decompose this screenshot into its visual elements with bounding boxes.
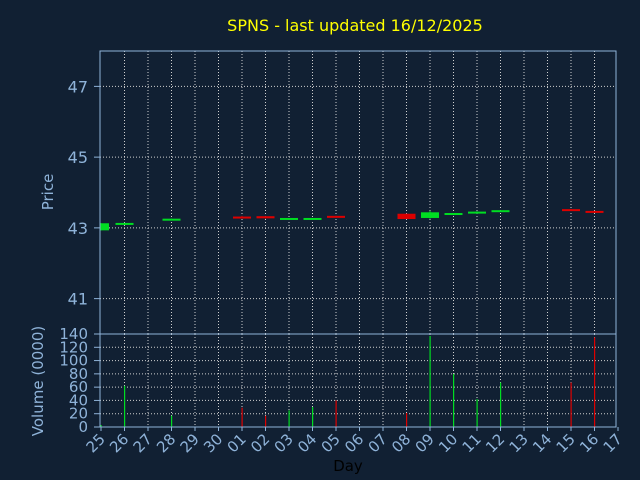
candle-body <box>280 217 298 220</box>
chart-title: SPNS - last updated 16/12/2025 <box>227 16 483 35</box>
volume-bar <box>453 373 455 427</box>
volume-bar <box>288 410 290 427</box>
x-tick-label: 06 <box>341 430 367 456</box>
volume-bar <box>100 425 102 427</box>
volume-bar <box>476 399 478 427</box>
volume-bar <box>594 337 596 427</box>
x-tick-label: 29 <box>177 430 203 456</box>
x-tick-label: 10 <box>435 430 461 456</box>
x-tick-label: 02 <box>247 430 273 456</box>
price-tick-label: 47 <box>68 77 88 96</box>
price-panel: 41 43 45 47 <box>68 50 617 335</box>
x-tick-label: 01 <box>224 430 250 456</box>
x-tick-label: 14 <box>529 430 555 456</box>
candle-body <box>491 210 510 213</box>
x-tick-label: 16 <box>576 430 602 456</box>
volume-bar <box>500 382 502 427</box>
volume-tick-label: 40 <box>69 391 88 409</box>
volume-bar <box>406 413 408 427</box>
volume-bar <box>312 407 314 427</box>
volume-tick-label: 20 <box>69 405 88 423</box>
candle-body <box>585 210 604 213</box>
volume-bar <box>265 415 267 427</box>
volume-axis-label: Volume (0000) <box>29 326 47 436</box>
x-axis: 2526272829300102030405060708091011121314… <box>83 427 626 456</box>
volume-tick-label: 100 <box>59 352 88 370</box>
volume-tick-label: 60 <box>69 378 88 396</box>
volume-plot-frame <box>99 333 617 428</box>
volume-bar <box>124 385 126 427</box>
candle-body <box>303 217 322 220</box>
candle-body <box>397 213 416 220</box>
price-tick-label: 43 <box>68 219 88 238</box>
candle-body <box>327 215 345 218</box>
x-tick-label: 09 <box>412 430 438 456</box>
volume-bar <box>570 382 572 427</box>
x-tick-label: 11 <box>459 430 485 456</box>
x-tick-label: 03 <box>271 430 297 456</box>
candle-body <box>115 222 134 225</box>
price-plot-frame <box>99 50 617 335</box>
candle-body <box>100 223 109 231</box>
x-tick-label: 15 <box>553 430 579 456</box>
x-tick-label: 28 <box>153 430 179 456</box>
candle-body <box>444 213 463 216</box>
volume-tick-label: 0 <box>78 418 88 436</box>
volume-bar <box>335 400 337 427</box>
candle-body <box>233 216 251 219</box>
price-tick-label: 45 <box>68 148 88 167</box>
volume-bar <box>171 415 173 427</box>
volume-bar <box>241 407 243 427</box>
volume-tick-label: 80 <box>69 365 88 383</box>
volume-tick-label: 120 <box>59 338 88 356</box>
price-tick-label: 41 <box>68 290 88 309</box>
x-axis-label: Day <box>333 457 363 475</box>
candle-body <box>468 211 486 214</box>
candle-body <box>562 209 580 212</box>
x-tick-label: 30 <box>200 430 226 456</box>
candle-body <box>256 216 275 219</box>
x-tick-label: 26 <box>106 430 132 456</box>
candle-body <box>421 212 439 218</box>
volume-bar <box>429 335 431 427</box>
x-tick-label: 05 <box>318 430 344 456</box>
candle-body <box>162 218 181 221</box>
x-tick-label: 07 <box>365 430 391 456</box>
volume-tick-label: 140 <box>59 325 88 343</box>
x-tick-label: 27 <box>130 430 156 456</box>
x-tick-label: 13 <box>506 430 532 456</box>
x-tick-label: 17 <box>600 430 626 456</box>
x-tick-label: 04 <box>294 430 320 456</box>
x-tick-label: 08 <box>388 430 414 456</box>
x-tick-label: 12 <box>482 430 508 456</box>
price-axis-label: Price <box>39 174 57 211</box>
